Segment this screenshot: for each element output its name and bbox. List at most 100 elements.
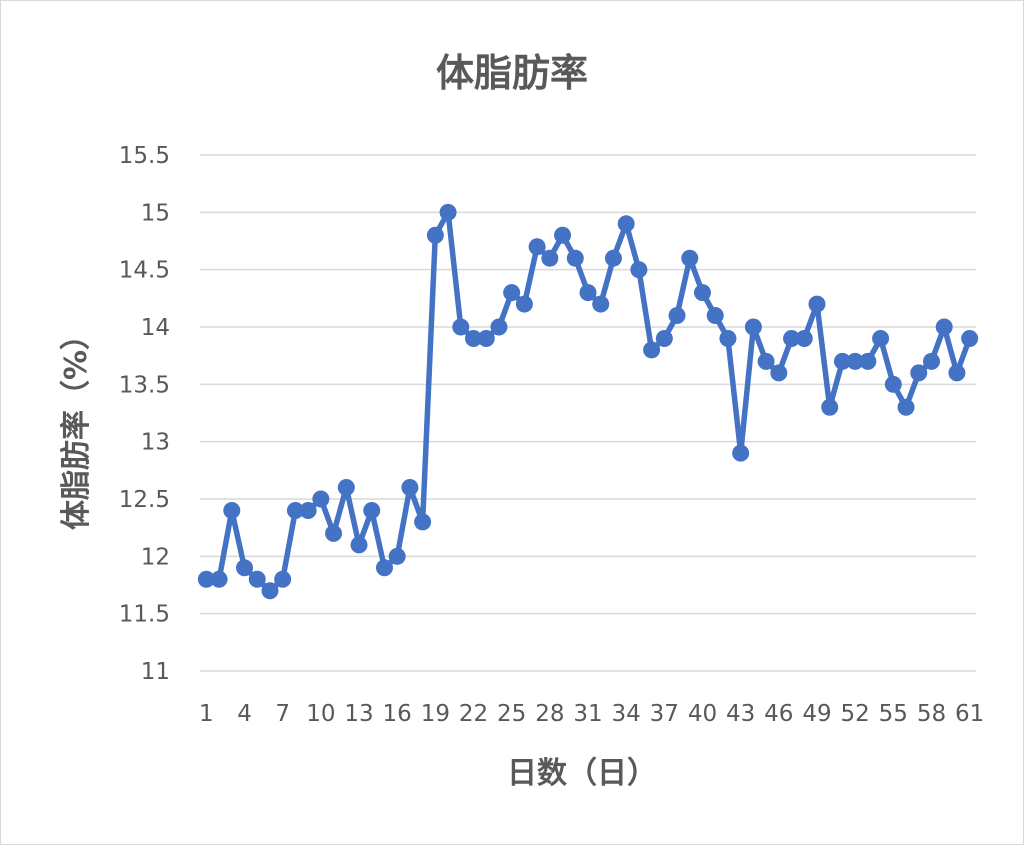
- y-tick-label: 13.5: [119, 372, 170, 398]
- x-axis-ticks: 1 4 7 10 13 16 19 22 25 28 31 34 37 40 43 46 49 52 55 58 61: [199, 701, 984, 727]
- data-point: [223, 501, 241, 519]
- data-point: [643, 341, 661, 359]
- data-point: [261, 582, 279, 600]
- data-point: [961, 329, 979, 347]
- data-point: [757, 352, 775, 370]
- data-point: [477, 329, 495, 347]
- data-point: [350, 536, 368, 554]
- y-tick-label: 12: [141, 544, 170, 570]
- x-tick-label: 10: [306, 701, 335, 727]
- data-point: [706, 307, 724, 325]
- data-point: [528, 238, 546, 256]
- data-point: [884, 375, 902, 393]
- y-axis-title: 体脂肪率（%）: [59, 320, 94, 530]
- data-point: [719, 329, 737, 347]
- y-tick-label: 11: [141, 659, 170, 685]
- x-tick-label: 1: [199, 701, 214, 727]
- data-point: [515, 295, 533, 313]
- data-point: [426, 226, 444, 244]
- data-point: [897, 398, 915, 416]
- y-tick-label: 14.5: [119, 258, 170, 284]
- y-tick-label: 11.5: [119, 602, 170, 628]
- data-point: [872, 329, 890, 347]
- data-point: [948, 364, 966, 382]
- x-tick-label: 58: [917, 701, 946, 727]
- x-tick-label: 13: [344, 701, 373, 727]
- data-point: [401, 479, 419, 497]
- data-point: [325, 524, 343, 542]
- data-point: [248, 570, 266, 588]
- data-point: [465, 329, 483, 347]
- data-point: [910, 364, 928, 382]
- data-point: [375, 559, 393, 577]
- data-point: [554, 226, 572, 244]
- x-tick-label: 31: [573, 701, 602, 727]
- x-tick-label: 16: [383, 701, 412, 727]
- data-point: [286, 501, 304, 519]
- data-point: [935, 318, 953, 336]
- x-tick-label: 22: [459, 701, 488, 727]
- data-point: [859, 352, 877, 370]
- x-tick-label: 34: [612, 701, 641, 727]
- x-tick-label: 55: [879, 701, 908, 727]
- x-tick-label: 61: [955, 701, 984, 727]
- x-tick-label: 37: [650, 701, 679, 727]
- data-point: [681, 249, 699, 267]
- gridlines: [200, 154, 976, 672]
- y-tick-label: 15.5: [119, 143, 170, 169]
- y-tick-label: 14: [141, 315, 170, 341]
- x-tick-label: 25: [497, 701, 526, 727]
- data-point: [541, 249, 559, 267]
- y-axis-ticks: 11 11.5 12 12.5 13 13.5 14 14.5 15 15.5: [119, 143, 170, 685]
- data-point: [922, 352, 940, 370]
- x-tick-label: 28: [535, 701, 564, 727]
- data-point: [299, 501, 317, 519]
- data-point: [732, 444, 750, 462]
- data-point: [388, 547, 406, 565]
- x-tick-label: 19: [421, 701, 450, 727]
- data-point: [337, 479, 355, 497]
- data-point: [783, 329, 801, 347]
- x-tick-label: 46: [764, 701, 793, 727]
- chart-title: 体脂肪率: [436, 51, 588, 95]
- data-point: [210, 570, 228, 588]
- x-tick-label: 49: [802, 701, 831, 727]
- x-axis-title: 日数（日）: [507, 756, 657, 791]
- x-tick-label: 4: [237, 701, 252, 727]
- data-point: [490, 318, 508, 336]
- data-point: [579, 284, 597, 302]
- data-point: [363, 501, 381, 519]
- data-point: [808, 295, 826, 313]
- data-point: [795, 329, 813, 347]
- data-point: [414, 513, 432, 531]
- data-point: [566, 249, 584, 267]
- data-point: [439, 203, 457, 221]
- data-point: [668, 307, 686, 325]
- data-point: [592, 295, 610, 313]
- x-tick-label: 43: [726, 701, 755, 727]
- x-tick-label: 40: [688, 701, 717, 727]
- data-point: [693, 284, 711, 302]
- data-point: [503, 284, 521, 302]
- data-point: [770, 364, 788, 382]
- data-point: [821, 398, 839, 416]
- data-point: [604, 249, 622, 267]
- data-point: [846, 352, 864, 370]
- data-point: [744, 318, 762, 336]
- data-point: [655, 329, 673, 347]
- data-point: [236, 559, 254, 577]
- x-tick-label: 7: [275, 701, 290, 727]
- data-point: [630, 261, 648, 279]
- data-point: [274, 570, 292, 588]
- y-tick-label: 12.5: [119, 487, 170, 513]
- data-point: [617, 215, 635, 233]
- x-tick-label: 52: [841, 701, 870, 727]
- data-point: [833, 352, 851, 370]
- y-tick-label: 15: [141, 200, 170, 226]
- series-group: [197, 203, 979, 600]
- data-point: [452, 318, 470, 336]
- data-point: [312, 490, 330, 508]
- y-tick-label: 13: [141, 430, 170, 456]
